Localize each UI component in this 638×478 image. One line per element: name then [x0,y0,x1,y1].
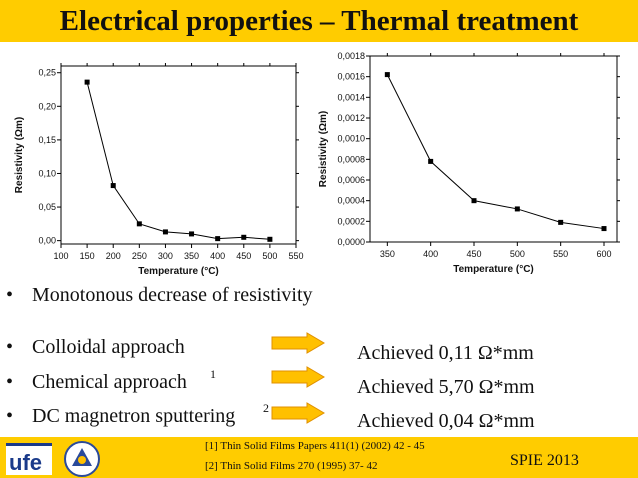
bullet-monotonous-text: Monotonous decrease of resistivity [32,284,313,306]
chart-a-data-point [162,229,168,235]
chart-a-x-tick-label: 450 [236,251,251,261]
chart-b-y-tick-label: 0,0004 [337,196,365,206]
resistivity-chart-low-temp: 100 150 200 250 300 350 400 450 500 550 0,00 0,05 0,… [0,58,312,283]
chart-b-plot-frame [369,55,618,243]
bullet-dot: • [6,284,14,306]
result-dc: Achieved 0,04 Ω*mm [357,410,535,432]
ufe-logo: ufe [6,443,52,475]
chart-a-data-point [84,79,90,85]
chart-a-data-point [267,236,273,242]
chart-a-x-tick-label: 400 [210,251,225,261]
chart-b-x-tick-label: 400 [423,249,438,259]
chart-a-x-tick-label: 350 [184,251,199,261]
chart-a-data-point [189,231,195,237]
chart-b-y-axis-label: Resistivity (Ωm) [318,111,329,187]
chart-b-data-point [514,206,520,212]
chart-a-x-tick-label: 500 [262,251,277,261]
chart-b-y-tick-label: 0,0012 [337,113,365,123]
chart-b-y-tick-label: 0,0002 [337,216,365,226]
chart-b-data-point [601,226,607,232]
chart-a-data-point [110,183,116,189]
title-bar [0,0,638,42]
chart-b-data-point [384,72,390,78]
chart-b-data-point [428,158,434,164]
chart-b-x-axis-label: Temperature (°C) [453,264,534,275]
bullet-colloidal-text: Colloidal approach [32,336,185,358]
bullet-dot: • [6,336,14,358]
arrow-right-icon [271,402,325,424]
chart-a-y-tick-label: 0,10 [38,168,56,178]
chart-b-y-tick-label: 0,0016 [337,72,365,82]
chart-a-plot-frame [60,65,297,245]
chart-a-x-tick-label: 150 [80,251,95,261]
arrow-right-icon [271,332,325,354]
chart-b-data-point [558,219,564,225]
chart-a-data-point [241,234,247,240]
chart-b-svg: 350 400 450 500 550 600 0,0000 0,0002 0,0004 0,00… [318,51,620,275]
chart-a-y-tick-label: 0,15 [38,135,56,145]
chart-b-x-tick-label: 500 [510,249,525,259]
chart-b-y-tick-label: 0,0000 [337,237,365,247]
bullet-chemical-text: Chemical approach [32,371,187,393]
chart-a-x-tick-label: 300 [158,251,173,261]
chart-a-y-tick-label: 0,05 [38,202,56,212]
university-seal-logo [64,441,100,477]
arrow-right-icon [271,366,325,388]
conference-label: SPIE 2013 [510,452,579,469]
reference-2: [2] Thin Solid Films 270 (1995) 37- 42 [205,460,378,472]
chart-b-y-tick-label: 0,0010 [337,134,365,144]
chart-b-y-tick-label: 0,0018 [337,51,365,61]
chart-a-y-axis-label: Resistivity (Ωm) [14,117,25,193]
chart-b-y-tick-label: 0,0008 [337,154,365,164]
chart-a-y-tick-label: 0,00 [38,236,56,246]
reference-1: [1] Thin Solid Films Papers 411(1) (2002… [205,440,425,452]
chart-b-x-tick-label: 450 [466,249,481,259]
chart-a-svg: 100 150 200 250 300 350 400 450 500 550 0,00 0,05 0,… [14,63,304,277]
bullet-dc-text: DC magnetron sputtering [32,405,236,427]
chart-b-x-tick-label: 600 [596,249,611,259]
chart-a-x-tick-label: 200 [106,251,121,261]
dc-ref-marker: 2 [263,401,269,415]
chart-b-x-tick-label: 350 [380,249,395,259]
chart-b-data-point [471,198,477,204]
chart-a-data-point [136,221,142,227]
chart-b-series-line [386,74,605,230]
resistivity-chart-high-temp: 350 400 450 500 550 600 0,0000 0,0002 0,0004 0,00… [312,50,638,283]
chart-b-x-tick-label: 550 [553,249,568,259]
chart-a-data-point [215,236,221,242]
bullet-dot: • [6,371,14,393]
result-chemical: Achieved 5,70 Ω*mm [357,376,535,398]
svg-text:ufe: ufe [9,450,42,475]
bullet-dot: • [6,405,14,427]
chart-a-x-axis-label: Temperature (°C) [138,266,219,277]
chart-a-x-tick-label: 100 [53,251,68,261]
chart-b-y-tick-label: 0,0014 [337,92,365,102]
chart-a-y-tick-label: 0,25 [38,68,56,78]
chart-a-y-tick-label: 0,20 [38,101,56,111]
footer-bar [0,437,638,478]
slide-title: Electrical properties – Thermal treatmen… [59,5,579,37]
chart-a-x-tick-label: 550 [288,251,303,261]
result-colloidal: Achieved 0,11 Ω*mm [357,342,534,364]
chart-b-y-tick-label: 0,0006 [337,175,365,185]
chart-a-x-tick-label: 250 [132,251,147,261]
chart-a-series-line [86,81,270,240]
chemical-ref-marker: 1 [210,367,216,381]
